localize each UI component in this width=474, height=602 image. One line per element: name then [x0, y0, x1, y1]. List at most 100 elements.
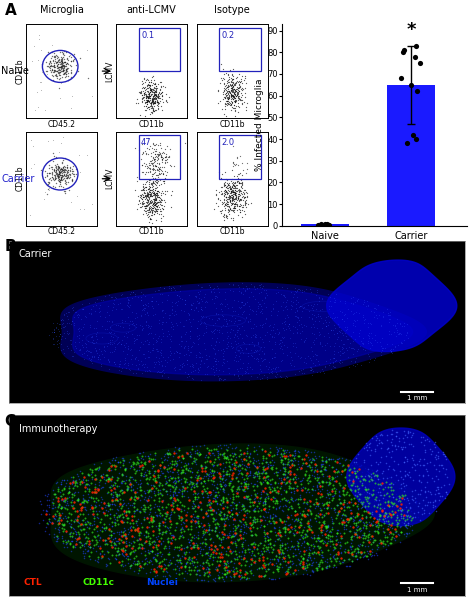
Point [168, 457, 176, 467]
Point [227, 85, 235, 95]
Point [236, 461, 244, 470]
Point [326, 476, 333, 485]
Point [133, 173, 141, 182]
Point [376, 538, 383, 547]
Point [234, 189, 242, 199]
Point [60, 310, 67, 320]
Point [144, 96, 152, 106]
Point [289, 496, 296, 506]
Point [143, 187, 151, 197]
Point [84, 545, 91, 554]
Point [77, 344, 84, 353]
Point [347, 306, 355, 316]
Point [189, 477, 196, 487]
Point [146, 200, 154, 210]
Point [136, 461, 144, 471]
Point [229, 481, 237, 491]
Point [346, 502, 353, 512]
Point [66, 521, 73, 531]
Point [363, 547, 371, 556]
Point [118, 537, 126, 547]
Point [194, 502, 201, 512]
Point [181, 138, 188, 148]
Point [67, 529, 74, 539]
Point [364, 535, 372, 545]
Point [225, 73, 233, 82]
Point [262, 458, 270, 467]
Point [55, 70, 62, 80]
Point [187, 512, 195, 521]
Point [131, 289, 139, 299]
Point [300, 495, 308, 504]
Point [243, 285, 250, 294]
Point [223, 549, 230, 559]
Point [154, 366, 162, 376]
Point [287, 542, 295, 552]
Point [56, 73, 64, 82]
Point [55, 172, 62, 181]
Point [274, 555, 282, 565]
Point [152, 98, 159, 107]
Point [316, 480, 323, 490]
Point [314, 530, 321, 539]
Point [239, 554, 247, 563]
Point [354, 554, 361, 563]
Point [121, 529, 129, 539]
Point [147, 546, 155, 556]
Point [406, 498, 413, 508]
Point [276, 371, 284, 381]
Point [355, 344, 362, 354]
Point [242, 512, 250, 521]
Point [203, 369, 210, 379]
Point [84, 475, 92, 485]
Point [254, 482, 261, 491]
Point [101, 535, 109, 545]
Point [316, 536, 323, 546]
Point [57, 315, 64, 324]
Point [322, 508, 330, 518]
Point [219, 530, 227, 539]
Point [235, 469, 242, 479]
Point [216, 551, 223, 561]
Point [431, 438, 439, 447]
Point [146, 93, 154, 102]
Point [256, 374, 264, 384]
Point [298, 455, 306, 464]
Point [157, 334, 165, 344]
Point [175, 556, 182, 565]
Point [65, 492, 73, 501]
Point [243, 191, 251, 201]
Point [274, 534, 282, 544]
Point [156, 93, 164, 103]
Point [134, 568, 142, 577]
Point [154, 177, 161, 187]
Point [149, 178, 156, 187]
Point [146, 82, 153, 92]
Point [108, 517, 115, 527]
Point [119, 322, 127, 332]
Point [239, 283, 247, 293]
Point [387, 522, 394, 532]
Point [382, 477, 390, 486]
Point [221, 481, 228, 491]
Point [52, 169, 60, 179]
Point [152, 532, 160, 542]
Point [198, 498, 205, 507]
Point [58, 158, 66, 168]
Point [63, 517, 71, 526]
Point [186, 309, 193, 318]
Point [223, 187, 230, 196]
Point [225, 190, 232, 199]
Point [149, 95, 157, 104]
Point [137, 86, 145, 96]
Point [59, 521, 67, 530]
Point [227, 73, 234, 83]
Point [69, 166, 76, 176]
Point [138, 139, 146, 149]
Point [214, 447, 222, 456]
Point [215, 568, 222, 577]
Point [50, 327, 58, 337]
Point [292, 311, 300, 321]
Point [284, 321, 292, 330]
Point [197, 294, 204, 304]
